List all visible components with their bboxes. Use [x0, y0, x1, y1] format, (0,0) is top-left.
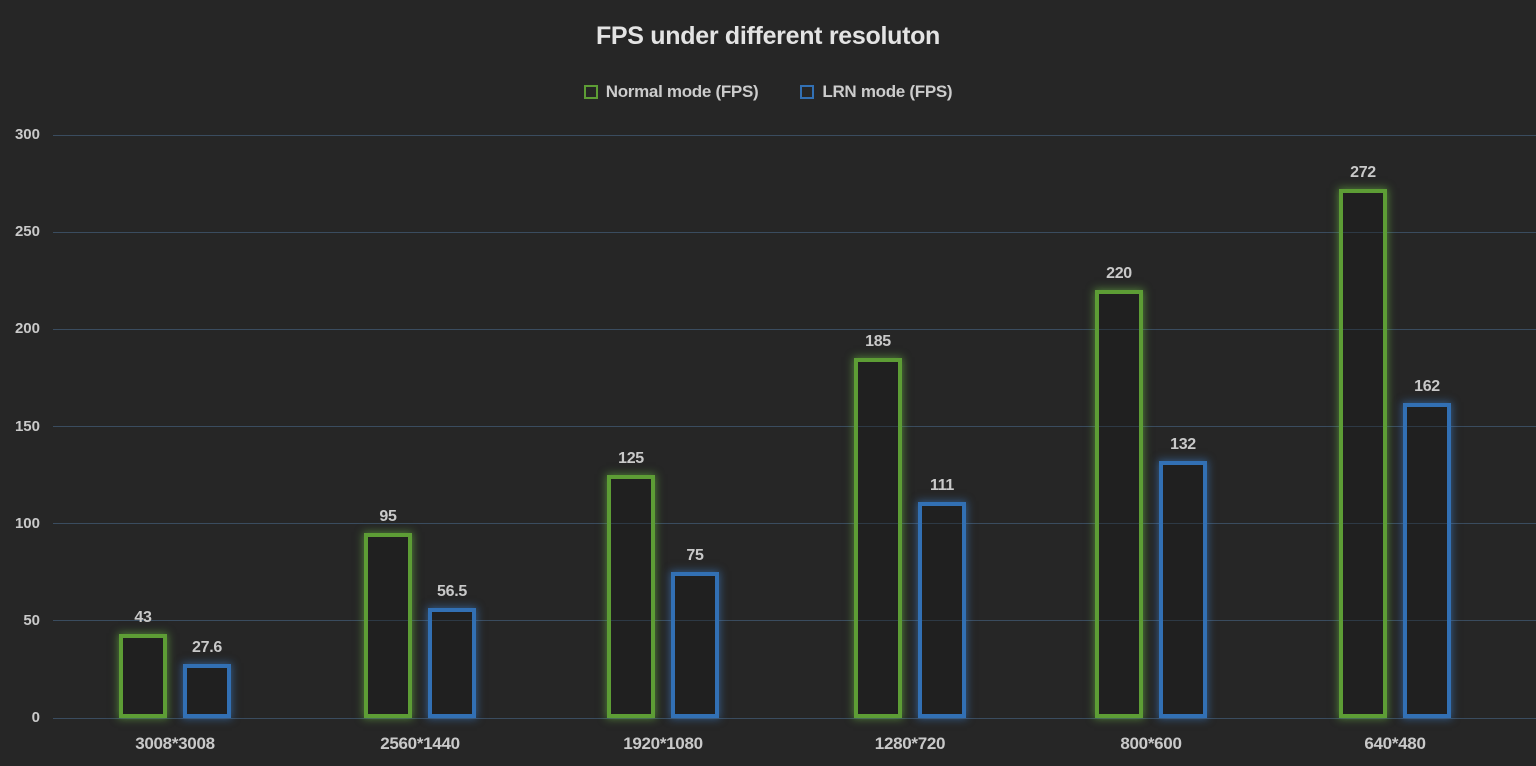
y-axis-tick-label: 300	[14, 126, 40, 143]
legend-item-lrn-mode[interactable]: LRN mode (FPS)	[800, 82, 953, 102]
legend-swatch-normal-mode-icon	[583, 85, 598, 99]
y-axis-tick-label: 250	[14, 223, 40, 241]
bar-lrn-mode-2560*1440	[428, 608, 476, 718]
gridline-y-300	[53, 134, 1536, 136]
legend-swatch-lrn-mode-icon	[800, 85, 815, 99]
bar-lrn-mode-800*600	[1159, 461, 1207, 718]
bar-normal-mode-2560*1440	[364, 533, 412, 718]
bar-value-label: 220	[1106, 265, 1132, 283]
y-axis-tick-label: 150	[14, 417, 40, 435]
legend-item-normal-mode[interactable]: Normal mode (FPS)	[583, 82, 759, 102]
bar-normal-mode-800*600	[1095, 290, 1143, 718]
x-axis-category-label: 640*480	[1364, 734, 1426, 753]
bar-normal-mode-1920*1080	[607, 475, 655, 718]
bar-lrn-mode-640*480	[1403, 403, 1451, 718]
bar-value-label: 75	[686, 547, 704, 565]
legend-label-normal-mode: Normal mode (FPS)	[605, 82, 759, 101]
bar-value-label: 162	[1414, 378, 1440, 396]
bar-value-label: 43	[134, 609, 152, 627]
y-axis-tick-label: 0	[31, 709, 40, 726]
x-axis-category-label: 2560*1440	[380, 734, 460, 753]
bar-normal-mode-1280*720	[854, 358, 902, 718]
chart-title: FPS under different resoluton	[595, 22, 941, 50]
bar-value-label: 132	[1170, 436, 1196, 454]
bar-value-label: 125	[618, 450, 644, 468]
legend-label-lrn-mode: LRN mode (FPS)	[822, 82, 953, 101]
bar-value-label: 111	[929, 477, 955, 495]
bar-value-label: 95	[379, 508, 397, 526]
chart-legend: Normal mode (FPS) LRN mode (FPS)	[0, 82, 1536, 102]
gridline-y-50	[53, 620, 1536, 622]
x-axis-category-label: 1920*1080	[623, 734, 703, 753]
gridline-y-250	[53, 231, 1536, 233]
bar-value-label: 185	[865, 333, 891, 351]
bar-value-label: 272	[1350, 164, 1376, 182]
bar-value-label: 56.5	[437, 583, 467, 601]
bar-lrn-mode-3008*3008	[183, 664, 231, 718]
gridline-y-150	[53, 426, 1536, 427]
x-axis-category-label: 1280*720	[874, 734, 946, 753]
bar-normal-mode-640*480	[1339, 189, 1387, 718]
y-axis-tick-label: 50	[23, 611, 40, 629]
y-axis-tick-label: 100	[14, 514, 40, 532]
bar-lrn-mode-1280*720	[918, 502, 966, 718]
bar-lrn-mode-1920*1080	[671, 572, 719, 718]
gridline-y-0	[53, 717, 1536, 719]
bar-normal-mode-3008*3008	[119, 634, 167, 718]
bar-value-label: 27.6	[192, 639, 222, 657]
x-axis-category-label: 3008*3008	[135, 734, 215, 753]
gridline-y-100	[53, 523, 1536, 525]
gridline-y-200	[53, 328, 1536, 330]
y-axis-tick-label: 200	[14, 320, 40, 338]
x-axis-category-label: 800*600	[1120, 734, 1182, 753]
